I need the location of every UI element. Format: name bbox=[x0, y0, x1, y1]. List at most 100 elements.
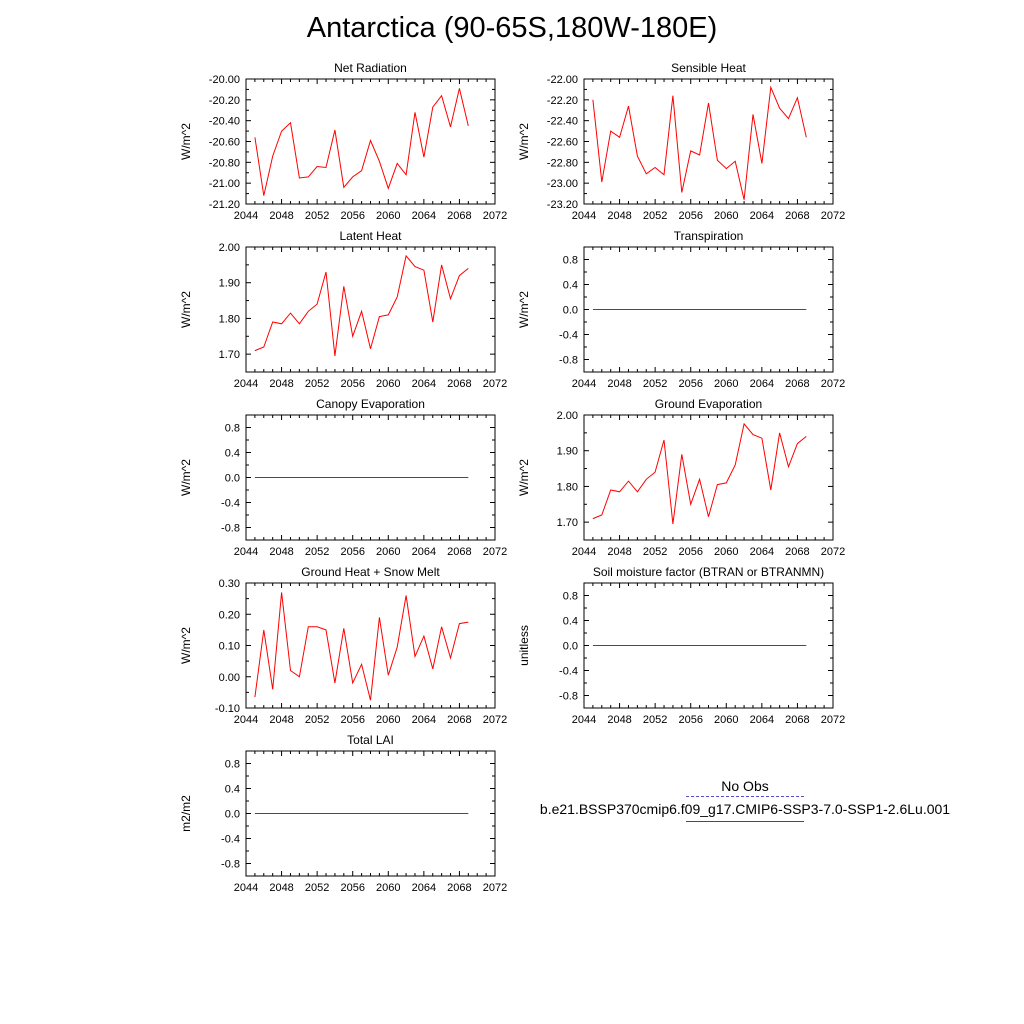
y-axis-label: W/m^2 bbox=[179, 627, 193, 664]
x-tick-label: 2072 bbox=[483, 546, 507, 558]
series-line bbox=[254, 254, 469, 356]
x-tick-label: 2056 bbox=[678, 546, 702, 558]
x-tick-label: 2060 bbox=[376, 882, 400, 894]
x-tick-label: 2068 bbox=[785, 210, 809, 222]
x-tick-label: 2060 bbox=[714, 210, 738, 222]
x-tick-label: 2056 bbox=[340, 882, 364, 894]
x-tick-label: 2068 bbox=[447, 882, 471, 894]
y-tick-label: 0.4 bbox=[225, 784, 240, 796]
y-tick-label: -0.8 bbox=[221, 523, 240, 535]
figure-title: Antarctica (90-65S,180W-180E) bbox=[306, 12, 718, 44]
x-tick-label: 2056 bbox=[340, 546, 364, 558]
x-tick-label: 2052 bbox=[643, 378, 667, 390]
y-tick-label: 1.90 bbox=[219, 278, 240, 290]
y-axis-label: W/m^2 bbox=[179, 291, 193, 328]
x-tick-label: 2072 bbox=[821, 378, 845, 390]
x-tick-label: 2072 bbox=[483, 210, 507, 222]
y-tick-label: -22.40 bbox=[547, 116, 578, 128]
panel-6: 2044 2048 2052 2056 2060 2064 2068 2072 2.00 1.90… bbox=[517, 397, 845, 558]
x-tick-label: 2056 bbox=[340, 378, 364, 390]
x-tick-label: 2060 bbox=[714, 378, 738, 390]
plot-frame bbox=[245, 246, 496, 373]
y-tick-label: 0.10 bbox=[219, 641, 240, 653]
x-tick-label: 2072 bbox=[821, 714, 845, 726]
x-tick-label: 2052 bbox=[643, 714, 667, 726]
series-line bbox=[254, 592, 469, 701]
x-tick-label: 2044 bbox=[234, 882, 258, 894]
x-tick-label: 2072 bbox=[483, 378, 507, 390]
x-tick-label: 2060 bbox=[714, 546, 738, 558]
y-tick-label: -0.4 bbox=[221, 498, 240, 510]
y-tick-label: 0.4 bbox=[563, 280, 578, 292]
x-tick-label: 2072 bbox=[821, 546, 845, 558]
panel-title: Canopy Evaporation bbox=[316, 397, 425, 411]
panel-2: 2044 2048 2052 2056 2060 2064 2068 2072 -22.00 -2… bbox=[517, 61, 845, 222]
x-tick-label: 2056 bbox=[678, 210, 702, 222]
y-tick-label: -22.60 bbox=[547, 137, 578, 149]
y-tick-label: -20.40 bbox=[209, 116, 240, 128]
plot-frame bbox=[583, 78, 834, 205]
x-tick-label: 2068 bbox=[447, 546, 471, 558]
panel-1: 2044 2048 2052 2056 2060 2064 2068 2072 -20.00 -2… bbox=[179, 61, 507, 222]
y-tick-label: 0.4 bbox=[563, 616, 578, 628]
x-tick-label: 2064 bbox=[750, 714, 774, 726]
y-tick-label: -22.20 bbox=[547, 95, 578, 107]
x-tick-label: 2052 bbox=[305, 546, 329, 558]
series-line bbox=[254, 88, 469, 196]
y-tick-label: 0.0 bbox=[225, 473, 240, 485]
legend-entry-model: b.e21.BSSP370cmip6.f09_g17.CMIP6-SSP3-7.… bbox=[530, 801, 960, 822]
y-tick-label: 0.30 bbox=[219, 578, 240, 590]
y-tick-label: -21.00 bbox=[209, 178, 240, 190]
y-tick-label: -0.8 bbox=[559, 355, 578, 367]
panel-8: 2044 2048 2052 2056 2060 2064 2068 2072 0.8 0.4 0.… bbox=[517, 565, 845, 726]
legend-model-line bbox=[686, 821, 804, 822]
legend-entry-obs: No Obs bbox=[530, 778, 960, 797]
y-tick-label: -23.20 bbox=[547, 199, 578, 211]
x-tick-label: 2064 bbox=[412, 210, 436, 222]
y-axis-label: W/m^2 bbox=[179, 123, 193, 160]
panel-title: Total LAI bbox=[347, 733, 394, 747]
y-tick-label: 0.8 bbox=[563, 255, 578, 267]
x-tick-label: 2052 bbox=[305, 714, 329, 726]
panel-title: Soil moisture factor (BTRAN or BTRANMN) bbox=[593, 565, 824, 579]
y-tick-label: 2.00 bbox=[219, 242, 240, 254]
y-tick-label: 1.90 bbox=[557, 446, 578, 458]
y-tick-label: 1.80 bbox=[219, 313, 240, 325]
x-tick-label: 2048 bbox=[269, 714, 293, 726]
y-tick-label: 0.0 bbox=[563, 641, 578, 653]
legend-model-label: b.e21.BSSP370cmip6.f09_g17.CMIP6-SSP3-7.… bbox=[539, 801, 951, 817]
y-tick-label: 0.0 bbox=[563, 305, 578, 317]
x-tick-label: 2068 bbox=[785, 378, 809, 390]
x-tick-label: 2068 bbox=[447, 714, 471, 726]
y-tick-label: 0.20 bbox=[219, 609, 240, 621]
legend-obs-label: No Obs bbox=[721, 778, 769, 794]
y-axis-label: unitless bbox=[517, 625, 531, 666]
x-tick-label: 2068 bbox=[785, 546, 809, 558]
series-line bbox=[592, 422, 807, 524]
x-tick-label: 2048 bbox=[269, 882, 293, 894]
x-tick-label: 2072 bbox=[483, 714, 507, 726]
x-tick-label: 2044 bbox=[234, 378, 258, 390]
x-tick-label: 2052 bbox=[305, 882, 329, 894]
x-tick-label: 2048 bbox=[607, 546, 631, 558]
y-tick-label: -0.4 bbox=[221, 834, 240, 846]
x-tick-label: 2064 bbox=[750, 378, 774, 390]
y-axis-label: W/m^2 bbox=[517, 291, 531, 328]
y-tick-label: 0.0 bbox=[225, 809, 240, 821]
x-tick-label: 2060 bbox=[376, 714, 400, 726]
x-tick-label: 2056 bbox=[340, 210, 364, 222]
plot-frame bbox=[245, 582, 496, 709]
x-tick-label: 2056 bbox=[340, 714, 364, 726]
x-tick-label: 2044 bbox=[572, 210, 596, 222]
y-tick-label: -20.60 bbox=[209, 137, 240, 149]
x-tick-label: 2044 bbox=[572, 378, 596, 390]
y-tick-label: -20.00 bbox=[209, 74, 240, 86]
x-tick-label: 2064 bbox=[750, 210, 774, 222]
y-tick-label: -0.8 bbox=[221, 859, 240, 871]
plot-frame bbox=[583, 414, 834, 541]
x-tick-label: 2060 bbox=[714, 714, 738, 726]
x-tick-label: 2048 bbox=[269, 546, 293, 558]
x-tick-label: 2064 bbox=[412, 714, 436, 726]
x-tick-label: 2064 bbox=[412, 546, 436, 558]
y-tick-label: 1.70 bbox=[219, 349, 240, 361]
